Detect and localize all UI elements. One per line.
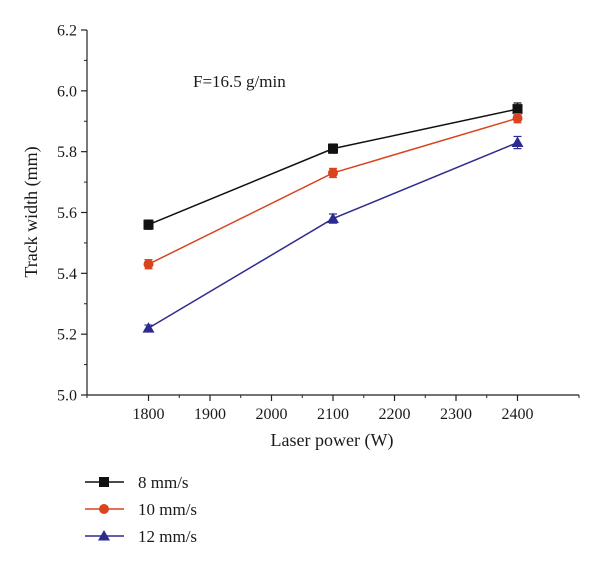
y-tick-label: 5.6 bbox=[57, 205, 77, 222]
series-8-mms bbox=[143, 102, 523, 230]
x-tick-label: 2300 bbox=[440, 406, 472, 423]
data-point bbox=[143, 219, 154, 230]
y-axis-ticks: 5.0 5.2 5.4 5.6 5.8 6.0 6.2 bbox=[57, 23, 87, 405]
legend-item: 10 mm/s bbox=[85, 500, 197, 519]
data-point bbox=[328, 143, 338, 154]
y-tick-label: 5.2 bbox=[57, 327, 77, 344]
legend-item: 8 mm/s bbox=[85, 473, 189, 492]
y-tick-label: 6.2 bbox=[57, 23, 77, 40]
legend-label: 8 mm/s bbox=[138, 473, 189, 492]
legend-marker bbox=[99, 504, 109, 514]
legend-item: 12 mm/s bbox=[85, 527, 197, 546]
x-tick-label: 1900 bbox=[194, 406, 226, 423]
series-10-mms bbox=[143, 113, 523, 270]
legend-marker bbox=[99, 477, 109, 487]
legend-marker bbox=[98, 530, 110, 541]
x-tick-label: 2400 bbox=[502, 406, 534, 423]
y-tick-label: 6.0 bbox=[57, 83, 77, 100]
data-point bbox=[328, 167, 338, 178]
y-tick-label: 5.8 bbox=[57, 144, 77, 161]
series-12-mms bbox=[142, 135, 524, 333]
x-tick-label: 2200 bbox=[379, 406, 411, 423]
x-axis-label: Laser power (W) bbox=[271, 430, 394, 451]
series-line bbox=[148, 117, 518, 265]
x-tick-label: 2100 bbox=[317, 406, 349, 423]
data-point bbox=[327, 212, 339, 224]
y-tick-label: 5.0 bbox=[57, 388, 77, 405]
x-axis-ticks: 1800 1900 2000 2100 2200 2300 2400 bbox=[86, 395, 580, 423]
x-tick-label: 2000 bbox=[256, 406, 288, 423]
annotation-text: F=16.5 g/min bbox=[193, 72, 286, 91]
data-point bbox=[511, 136, 524, 148]
legend-label: 12 mm/s bbox=[138, 527, 197, 546]
x-tick-label: 1800 bbox=[133, 406, 165, 423]
data-point bbox=[512, 113, 523, 124]
legend-label: 10 mm/s bbox=[138, 500, 197, 519]
y-axis-label: Track width (mm) bbox=[21, 146, 42, 277]
legend: 8 mm/s 10 mm/s 12 mm/s bbox=[85, 473, 197, 546]
series-line bbox=[148, 108, 518, 226]
series-layer bbox=[142, 102, 524, 333]
data-point bbox=[143, 259, 154, 270]
axes bbox=[86, 30, 579, 396]
data-point bbox=[512, 104, 523, 115]
y-tick-label: 5.4 bbox=[57, 266, 77, 283]
data-point bbox=[142, 322, 155, 333]
